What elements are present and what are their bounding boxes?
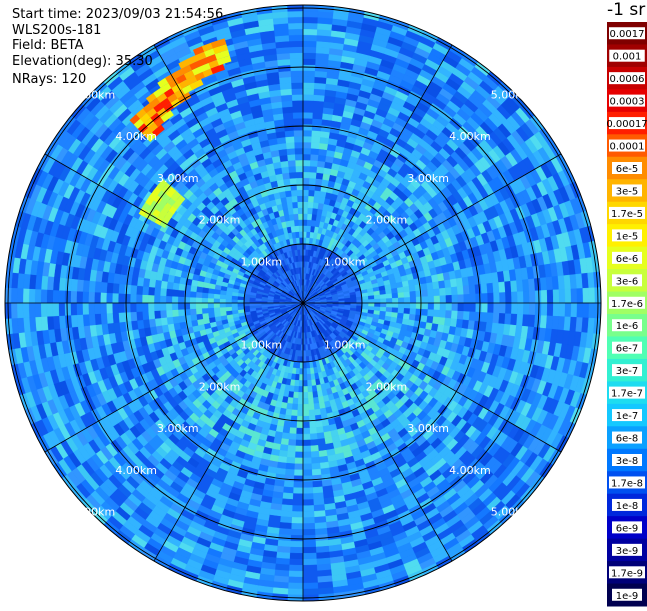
ring-label: 2.00km [366,214,408,227]
colorbar-label-bg [609,49,645,62]
ring-label: 1.00km [324,339,366,352]
field-text: Field: BETA [12,38,84,53]
ring-label: 3.00km [157,422,199,435]
colorbar-label-bg [612,274,642,287]
colorbar-label: 6e-7 [616,344,639,355]
ring-label: 1.00km [324,255,366,268]
colorbar-label: 1e-8 [616,501,639,512]
ring-label: 4.00km [449,130,491,143]
azimuth-spokes [5,5,601,601]
start-time-text: Start time: 2023/09/03 21:54:56 [12,7,224,22]
colorbar-label: 3e-5 [616,186,639,197]
colorbar-label: 6e-9 [616,523,639,534]
colorbar-label: 1.7e-6 [611,299,643,310]
colorbar-label-bg [612,251,642,264]
ring-label: 4.00km [115,464,157,477]
colorbar-label-bg [609,72,645,85]
colorbar-label-bg [612,521,642,534]
range-ring-labels: 1.00km 1.00km 1.00km 1.00km 2.00km 2.00km 2.00… [74,88,533,518]
azimuth-spoke [302,302,453,562]
colorbar-label-bg [612,543,642,556]
instrument-text: WLS200s-181 [12,23,102,38]
ring-label: 4.00km [449,464,491,477]
ring-label: 2.00km [366,380,408,393]
colorbar-label-bg [612,184,642,197]
colorbar-label-bg [609,386,645,399]
colorbar-label-bg [612,454,642,466]
colorbar-label: 0.0017 [610,29,645,40]
colorbar-label: 1.7e-7 [611,389,643,400]
colorbar-label: 1e-9 [616,591,639,602]
nrays-text: NRays: 120 [12,72,87,87]
colorbar-label: 3e-9 [616,546,639,557]
colorbar-label: 6e-8 [616,434,639,445]
colorbar-label: 0.00017 [606,119,647,130]
colorbar-label-bg [609,139,645,152]
colorbar-label: 1.7e-9 [611,568,643,579]
azimuth-spoke [44,153,304,304]
colorbar-label-bg [612,162,642,174]
colorbar-label: 0.0006 [610,74,645,85]
colorbar-label-bg [612,498,642,511]
ring-label: 1.00km [240,339,282,352]
azimuth-spoke [302,44,453,304]
colorbar-label-bg [609,27,645,40]
ring-label: 4.00km [115,130,157,143]
ring-label: 3.00km [407,172,449,185]
colorbar-label: 0.0003 [610,97,645,108]
colorbar-label: 3e-7 [616,366,639,377]
colorbar-label: 0.0001 [610,142,645,153]
colorbar-label-bg [612,588,642,601]
colorbar-label-bg [609,94,645,107]
colorbar-label: 0.001 [613,52,642,63]
ring-label: 5.00km [74,506,116,519]
colorbar-label-bg [612,341,642,354]
azimuth-spoke [153,302,304,562]
ring-label: 2.00km [199,214,241,227]
ring-label: 2.00km [199,380,241,393]
colorbar-label-bg [612,431,642,444]
colorbar-label-bg [612,319,642,332]
colorbar-label-bg [609,206,645,219]
ring-label: 5.00km [491,88,533,101]
colorbar-label: 1.7e-5 [611,209,643,220]
colorbar-label: 1.7e-8 [611,478,643,489]
azimuth-spoke [44,302,304,453]
colorbar-label-bg [609,296,645,309]
azimuth-spoke [302,302,562,453]
azimuth-spoke [302,153,562,304]
ring-label: 5.00km [74,88,116,101]
colorbar-label: 3e-6 [616,276,639,287]
colorbar-label-bg [612,364,642,377]
colorbar-label-bg [612,229,642,242]
colorbar-label-bg [609,566,645,579]
colorbar-label: 6e-5 [616,164,639,175]
ring-label: 3.00km [407,422,449,435]
ring-label: 1.00km [240,255,282,268]
colorbar-label: 6e-6 [616,254,639,265]
ring-label: 3.00km [157,172,199,185]
elevation-text: Elevation(deg): 35.30 [12,54,153,69]
colorbar-label: 1e-6 [616,321,639,332]
colorbar-unit: -1 sr [607,0,646,20]
colorbar-label: 3e-8 [616,456,639,467]
colorbar-label: 1e-5 [616,231,639,242]
colorbar-label-bg [609,117,645,130]
colorbar-label-bg [612,409,642,422]
azimuth-spoke [153,44,304,304]
colorbar-label: 1e-7 [616,411,639,422]
colorbar-label-bg [609,476,645,489]
ring-label: 5.00km [491,506,533,519]
